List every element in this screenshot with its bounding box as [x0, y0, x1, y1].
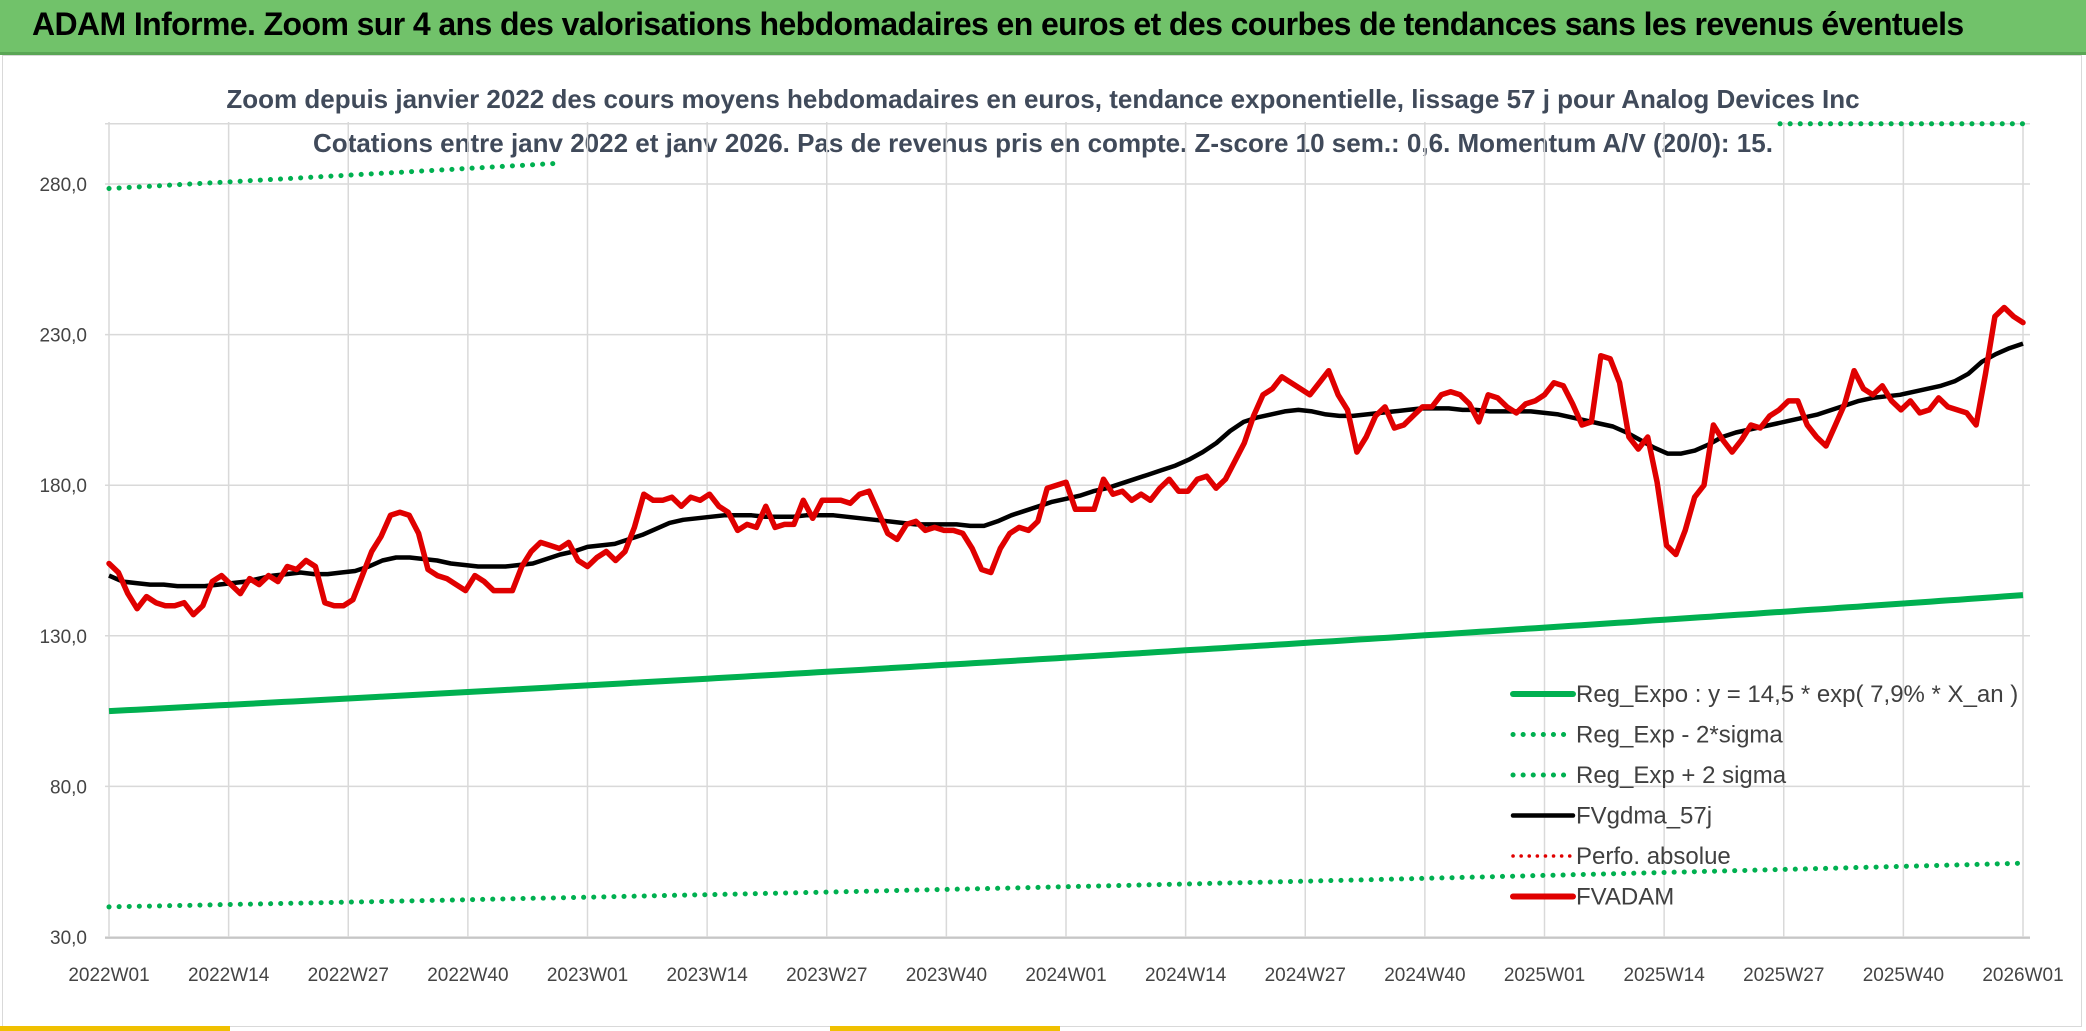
series-fvadam: [106, 304, 2026, 618]
legend-reg-exp-minus-label: Reg_Exp - 2*sigma: [1576, 722, 1783, 749]
series-reg-exp-minus-2sigma: [106, 860, 2026, 910]
x-tick-label: 2023W27: [786, 965, 867, 986]
legend: Reg_Expo : y = 14,5 * exp( 7,9% * X_an )…: [1510, 681, 2018, 911]
y-tick-label: 230,0: [39, 326, 87, 347]
y-tick-label: 80,0: [50, 777, 87, 798]
series-layer: [106, 121, 2026, 910]
x-tick-label: 2025W40: [1863, 965, 1944, 986]
chart-subtitle: Cotations entre janv 2022 et janv 2026. …: [313, 128, 1773, 158]
report-banner: ADAM Informe. Zoom sur 4 ans des valoris…: [0, 0, 2086, 55]
x-tick-label: 2025W14: [1623, 965, 1705, 986]
x-tick-label: 2024W14: [1145, 965, 1227, 986]
legend-reg-exp-plus-label: Reg_Exp + 2 sigma: [1576, 762, 1787, 789]
x-tick-label: 2023W40: [906, 965, 987, 986]
x-tick-label: 2022W01: [68, 965, 149, 986]
legend-fvgdma-label: FVgdma_57j: [1576, 803, 1712, 830]
bottom-accent-center: [830, 1026, 1060, 1031]
x-tick-label: 2026W01: [1982, 965, 2063, 986]
corner-accent-left: [0, 1026, 230, 1031]
y-tick-label: 280,0: [39, 175, 87, 196]
x-tick-label: 2022W14: [188, 965, 270, 986]
x-tick-label: 2024W40: [1384, 965, 1465, 986]
report-title: ADAM Informe. Zoom sur 4 ans des valoris…: [32, 6, 1964, 42]
x-tick-label: 2022W40: [427, 965, 508, 986]
x-tick-label: 2025W27: [1743, 965, 1824, 986]
x-tick-label: 2024W27: [1265, 965, 1346, 986]
chart-title: Zoom depuis janvier 2022 des cours moyen…: [226, 84, 1859, 114]
y-tick-label: 30,0: [50, 928, 87, 949]
legend-perfo-label: Perfo. absolue: [1576, 843, 1731, 870]
y-tick-label: 180,0: [39, 476, 87, 497]
grid-lines: [105, 122, 2030, 938]
x-tick-label: 2023W14: [666, 965, 748, 986]
x-tick-label: 2023W01: [547, 965, 628, 986]
y-tick-label: 130,0: [39, 627, 87, 648]
x-tick-label: 2025W01: [1504, 965, 1585, 986]
legend-reg-expo-label: Reg_Expo : y = 14,5 * exp( 7,9% * X_an ): [1576, 681, 2018, 708]
y-axis: 30,0 80,0 130,0 180,0 230,0 280,0: [39, 175, 87, 949]
legend-fvadam-label: FVADAM: [1576, 884, 1674, 911]
series-reg-expo: [108, 592, 2024, 715]
x-tick-label: 2024W01: [1025, 965, 1106, 986]
x-axis: 2022W01 2022W14 2022W27 2022W40 2023W01 2023W…: [68, 937, 2064, 986]
x-tick-label: 2022W27: [308, 965, 389, 986]
